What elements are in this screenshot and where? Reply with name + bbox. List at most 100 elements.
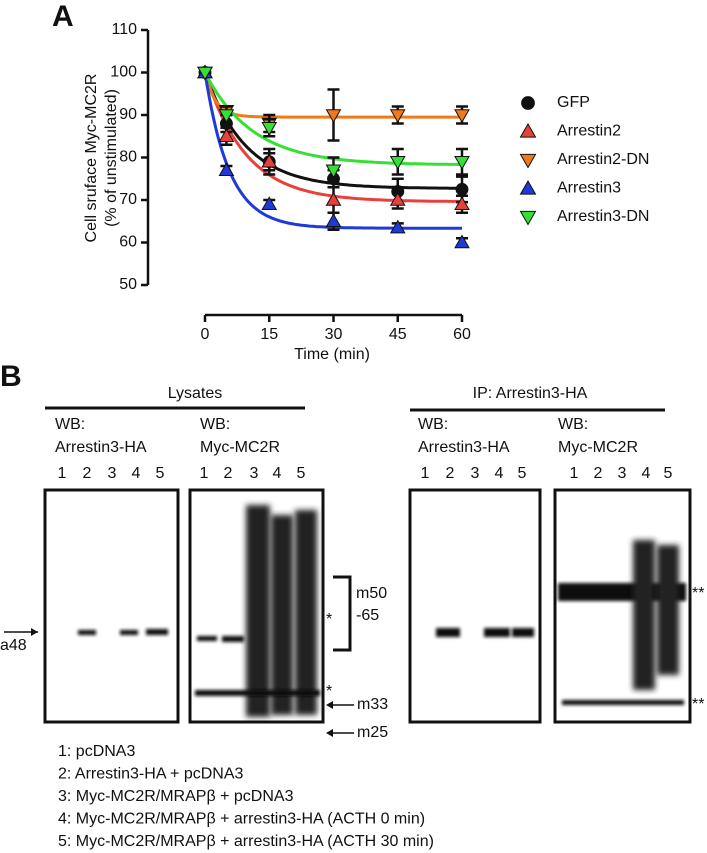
y-axis-title: (% of unstimulated) [103, 89, 120, 227]
annotation: * [326, 683, 332, 700]
arrow-head [31, 628, 38, 636]
blots [43, 488, 692, 724]
chart: Cell sruface Myc-MC2R (% of unstimulated… [83, 21, 649, 363]
marker [218, 128, 235, 142]
x-tick-label: 45 [389, 326, 407, 343]
marker [389, 156, 406, 170]
lane-number: 1 [200, 465, 209, 482]
marker [454, 156, 470, 170]
marker [389, 219, 406, 234]
y-tick-label: 80 [119, 149, 137, 166]
lane-number: 3 [108, 465, 117, 482]
lane-number: 4 [495, 465, 504, 482]
lane-number: 4 [132, 465, 141, 482]
x-tick-label: 60 [453, 326, 471, 343]
band [120, 630, 138, 635]
band [222, 636, 244, 642]
lane-number: 1 [58, 465, 67, 482]
smear [295, 510, 317, 715]
wb-label: WB: [200, 416, 230, 433]
band [195, 690, 320, 696]
x-tick-label: 30 [325, 326, 343, 343]
annotation: a48 [0, 637, 27, 654]
arrow-head [326, 701, 333, 709]
band [146, 629, 168, 635]
annotation: ** [692, 696, 704, 713]
y-tick-label: 60 [119, 234, 137, 251]
marker [325, 109, 342, 124]
band [484, 628, 510, 637]
marker [325, 213, 342, 227]
legend-label: Arrestin2 [557, 123, 621, 140]
lane-number: 5 [664, 465, 673, 482]
wb-target: Arrestin3-HA [418, 439, 510, 456]
marker [519, 179, 537, 195]
y-tick-label: 50 [119, 276, 137, 293]
panel-label: B [0, 360, 22, 393]
y-tick-label: 70 [119, 191, 137, 208]
lane-legend-item: 5: Myc-MC2R/MRAPβ + arrestin3-HA (ACTH 3… [58, 833, 434, 850]
wb-label: WB: [558, 416, 588, 433]
y-axis-title: Cell sruface Myc-MC2R [83, 74, 100, 243]
marker [454, 196, 470, 210]
marker [519, 210, 537, 226]
wb-target: Myc-MC2R [200, 439, 280, 456]
wb-target: Arrestin3-HA [55, 439, 147, 456]
lane-number: 2 [594, 465, 603, 482]
annotation: m50 [356, 585, 387, 602]
lane-number: 2 [83, 465, 92, 482]
arrow-head [326, 729, 333, 737]
x-axis-title: Time (min) [294, 346, 370, 363]
lane-number: 5 [518, 465, 527, 482]
panel-label: A [52, 0, 74, 33]
smear [271, 515, 293, 715]
marker [519, 122, 537, 138]
lane-legend: 1: pcDNA3 2: Arrestin3-HA + pcDNA3 3: Myc-… [58, 743, 434, 850]
y-tick-label: 110 [111, 21, 137, 38]
smear [633, 540, 655, 690]
wb-target: Myc-MC2R [558, 439, 638, 456]
wb-label: WB: [55, 416, 85, 433]
band [512, 628, 534, 637]
band [78, 630, 96, 635]
annotation: m33 [357, 696, 388, 713]
y-tick-label: 100 [110, 64, 137, 81]
lane-legend-item: 2: Arrestin3-HA + pcDNA3 [58, 766, 244, 783]
lane-legend-item: 1: pcDNA3 [58, 743, 135, 760]
lane-number: 4 [642, 465, 651, 482]
group-title: Lysates [168, 385, 223, 402]
marker [261, 122, 278, 136]
marker [197, 66, 213, 81]
marker [261, 153, 278, 168]
lane-number: 5 [297, 465, 306, 482]
x-tick-label: 15 [260, 326, 278, 343]
smear [657, 545, 679, 675]
legend-label: Arrestin3-DN [557, 208, 649, 225]
marker [454, 109, 470, 124]
annotation: * [326, 611, 332, 628]
legend-label: GFP [557, 94, 590, 111]
marker [325, 191, 342, 206]
lane-number: 2 [224, 465, 233, 482]
lane-number: 2 [446, 465, 455, 482]
band [436, 628, 460, 637]
lane-number: 5 [156, 465, 165, 482]
marker [218, 109, 235, 124]
lane-number: 4 [273, 465, 282, 482]
lane-number: 3 [471, 465, 480, 482]
lane-legend-item: 4: Myc-MC2R/MRAPβ + arrestin3-HA (ACTH 0… [58, 811, 425, 828]
bracket [333, 575, 352, 652]
marker [389, 109, 406, 124]
annotation: ** [692, 585, 704, 602]
band [197, 636, 217, 641]
marker [519, 153, 537, 169]
annotation: -65 [356, 607, 379, 624]
group-title: IP: Arrestin3-HA [473, 385, 588, 402]
marker [325, 164, 342, 179]
lane-number: 1 [421, 465, 430, 482]
marker [389, 191, 406, 206]
x-tick-label: 0 [201, 326, 210, 343]
marker [454, 234, 470, 249]
legend-label: Arrestin2-DN [557, 151, 649, 168]
y-tick-label: 90 [119, 106, 137, 123]
